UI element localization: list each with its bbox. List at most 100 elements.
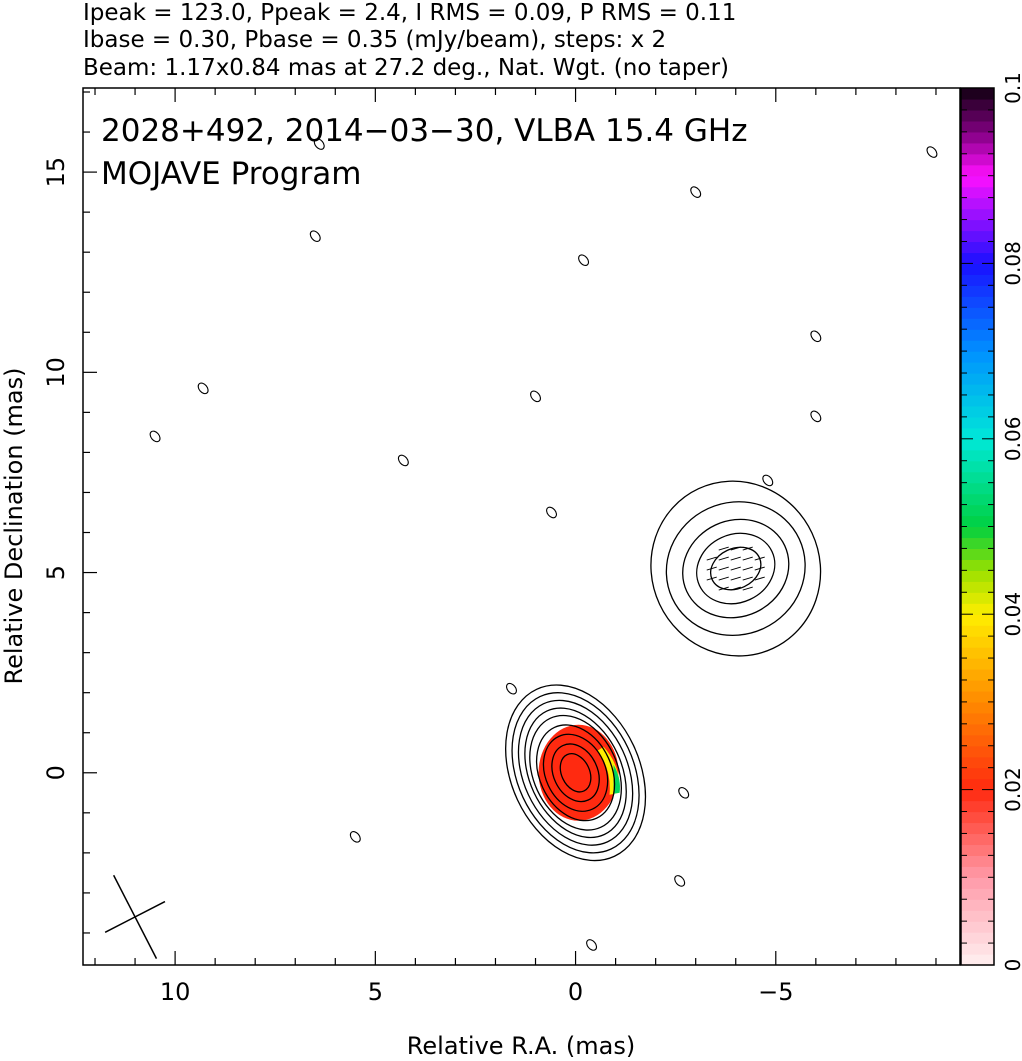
noise-contour	[397, 454, 409, 467]
colorbar-cell	[961, 734, 994, 747]
colorbar-cell	[961, 109, 994, 122]
contour	[517, 699, 634, 846]
colorbar-cell	[961, 362, 994, 374]
colorbar: 0 0.02 0.04 0.06 0.08 0.1	[960, 72, 1022, 971]
pol-vector	[742, 586, 753, 591]
contour	[505, 684, 647, 862]
colorbar-cell	[961, 175, 994, 188]
colorbar-cell	[961, 614, 994, 626]
colorbar-cell	[961, 800, 994, 813]
colorbar-cell	[961, 844, 994, 856]
colorbar-cell	[961, 427, 994, 440]
colorbar-cell	[961, 208, 994, 221]
colorbar-cell	[961, 394, 994, 407]
noise-contour	[349, 831, 361, 843]
pol-vector	[706, 576, 717, 581]
colorbar-cell	[961, 679, 994, 692]
colorbar-cell	[961, 712, 994, 725]
colorbar-tick-label: 0.1	[1001, 72, 1022, 104]
colorbar-cell	[961, 954, 994, 966]
noise-contour	[546, 506, 558, 519]
colorbar-cell	[961, 460, 994, 473]
colorbar-cell	[961, 745, 994, 758]
noise-contour	[926, 146, 938, 158]
noise-contour	[810, 410, 822, 423]
colorbar-cell	[961, 548, 994, 560]
colorbar-cell	[961, 767, 994, 780]
noise-contour	[690, 186, 702, 198]
colorbar-tick-label: 0.04	[1001, 592, 1022, 637]
contour	[551, 743, 600, 803]
colorbar-cell	[961, 877, 994, 889]
colorbar-cell	[961, 131, 994, 144]
colorbar-cell	[961, 416, 994, 429]
x-axis-label: Relative R.A. (mas)	[407, 1032, 635, 1060]
colorbar-cell	[961, 570, 994, 582]
pol-vector	[718, 576, 729, 581]
colorbar-cell	[961, 581, 994, 593]
colorbar-cell	[961, 723, 994, 736]
colorbar-cell	[961, 669, 994, 681]
noise-contour	[309, 230, 321, 242]
contour	[696, 532, 776, 605]
core-pol-edge-green	[613, 764, 620, 794]
contour	[559, 753, 592, 793]
colorbar-cell	[961, 701, 994, 714]
colorbar-cell	[961, 778, 994, 791]
colorbar-cell	[961, 526, 994, 539]
colorbar-cell	[961, 932, 994, 944]
colorbar-cell	[961, 120, 994, 133]
pol-vector	[718, 586, 729, 591]
polarization-layer	[538, 724, 620, 821]
colorbar-cell	[961, 690, 994, 703]
colorbar-cell	[961, 789, 994, 802]
noise-contour	[197, 382, 209, 395]
beam-marker	[104, 874, 166, 959]
colorbar-cell	[961, 449, 994, 462]
colorbar-cell	[961, 482, 994, 495]
y-tick-label: 15	[42, 157, 70, 188]
noise-contour	[678, 786, 690, 799]
colorbar-cell	[961, 438, 994, 451]
colorbar-cell	[961, 241, 994, 254]
pol-vector	[742, 566, 753, 571]
colorbar-cell	[961, 833, 994, 846]
contour	[710, 546, 762, 591]
colorbar-cell	[961, 263, 994, 275]
contour	[535, 724, 616, 822]
pol-vector	[742, 576, 753, 581]
pol-vector	[742, 556, 753, 561]
contour	[524, 707, 627, 839]
colorbar-cell	[961, 811, 994, 824]
pol-vector	[706, 556, 717, 561]
pol-vector	[718, 556, 729, 561]
contour	[511, 692, 640, 854]
colorbar-cell	[961, 307, 994, 319]
pol-vector	[706, 566, 717, 571]
colorbar-cell	[961, 351, 994, 363]
colorbar-cell	[961, 318, 994, 330]
colorbar-cell	[961, 252, 994, 264]
x-tick-label: 0	[568, 978, 583, 1006]
colorbar-cell	[961, 98, 994, 111]
colorbar-cell	[961, 899, 994, 911]
colorbar-cell	[961, 373, 994, 385]
pol-vector	[742, 546, 753, 551]
colorbar-cell	[961, 866, 994, 878]
contour	[542, 733, 609, 812]
colorbar-tick-label: 0.02	[1001, 767, 1022, 812]
colorbar-cell	[961, 383, 994, 396]
colorbar-cell	[961, 504, 994, 517]
colorbar-cell	[961, 943, 994, 955]
header-line-2: Ibase = 0.30, Pbase = 0.35 (mJy/beam), s…	[83, 27, 666, 53]
colorbar-cell	[961, 537, 994, 550]
colorbar-cell	[961, 153, 994, 166]
pol-vector	[730, 546, 741, 551]
x-tick-label: 10	[160, 978, 191, 1006]
noise-contour	[810, 330, 822, 343]
x-tick-label: 5	[368, 978, 383, 1006]
noise-contour	[506, 682, 517, 695]
colorbar-cell	[961, 636, 994, 648]
plot-frame	[82, 87, 961, 966]
noise-contour	[530, 390, 541, 403]
